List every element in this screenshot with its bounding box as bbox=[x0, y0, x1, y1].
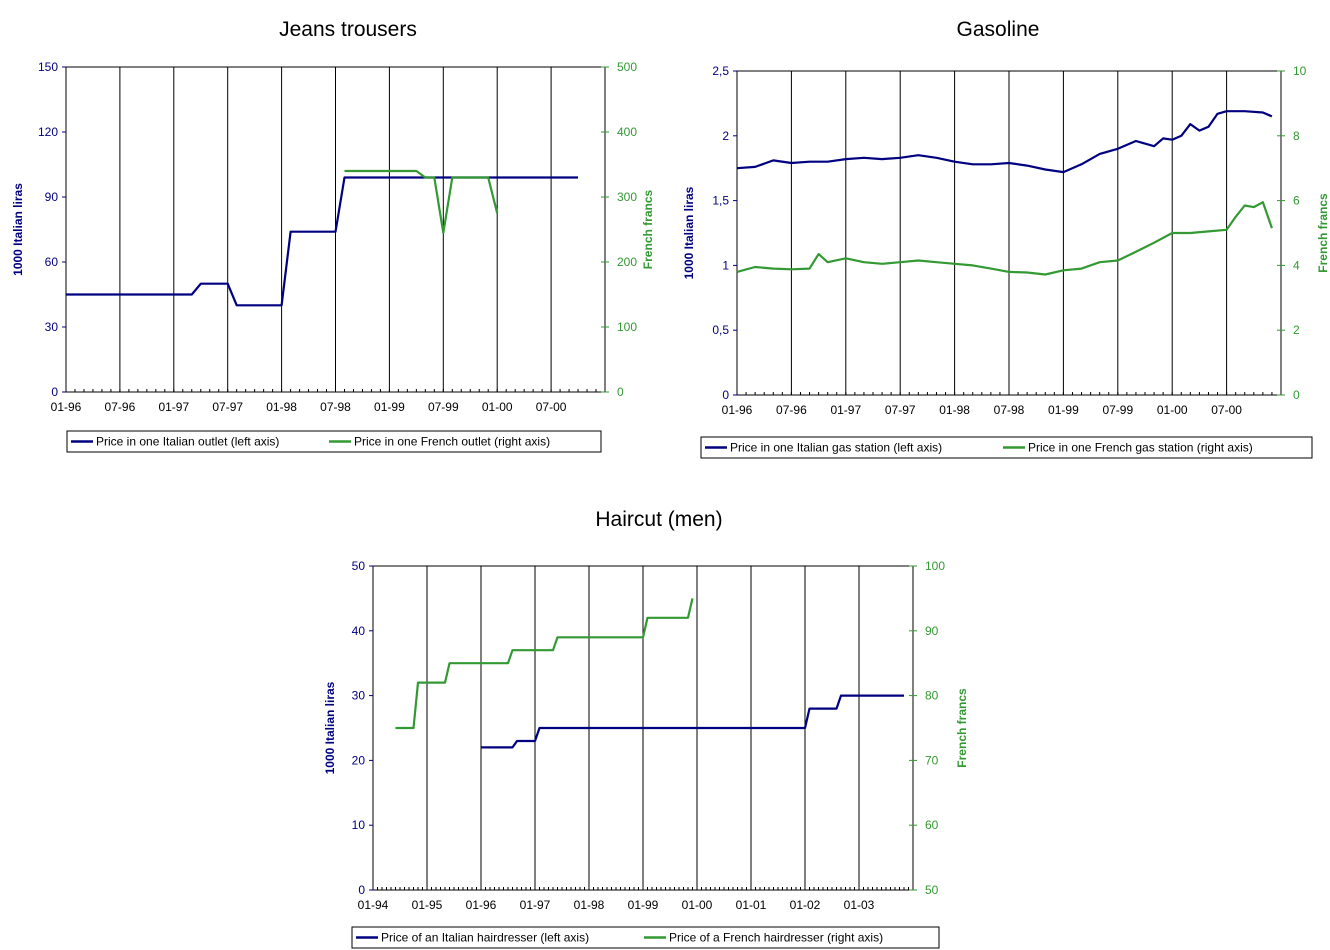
chart-title: Jeans trousers bbox=[279, 18, 417, 41]
y-tick-label: 150 bbox=[38, 60, 58, 74]
y2-tick-label: 100 bbox=[617, 320, 637, 334]
legend-label: Price of a French hairdresser (right axi… bbox=[669, 931, 883, 945]
y2-tick-label: 90 bbox=[925, 624, 939, 638]
chart-title: Haircut (men) bbox=[595, 508, 722, 531]
y2-tick-label: 0 bbox=[617, 385, 624, 399]
y-tick-label: 1 bbox=[722, 258, 729, 272]
y-tick-label: 0,5 bbox=[712, 323, 729, 337]
y2-tick-label: 400 bbox=[617, 125, 637, 139]
y-tick-label: 40 bbox=[352, 624, 366, 638]
x-tick-label: 07-98 bbox=[320, 400, 351, 414]
y-tick-label: 10 bbox=[352, 818, 366, 832]
x-tick-label: 01-00 bbox=[1157, 403, 1188, 417]
series-line-italy bbox=[66, 176, 578, 307]
legend-label: Price in one French outlet (right axis) bbox=[354, 435, 550, 449]
series-line-france bbox=[344, 169, 499, 234]
y2-tick-label: 200 bbox=[617, 255, 637, 269]
chart-0: Jeans trousers 01-96 07-96 01-97 07-97 01-98 0… bbox=[11, 18, 655, 453]
y2-tick-label: 4 bbox=[1293, 258, 1300, 272]
y-tick-label: 0 bbox=[722, 388, 729, 402]
y2-tick-label: 6 bbox=[1293, 194, 1300, 208]
x-tick-label: 01-97 bbox=[158, 400, 189, 414]
x-tick-label: 07-00 bbox=[536, 400, 567, 414]
x-tick-label: 01-02 bbox=[790, 898, 821, 912]
x-tick-label: 01-99 bbox=[628, 898, 659, 912]
legend-label: Price in one Italian outlet (left axis) bbox=[96, 435, 279, 449]
y-axis-label: 1000 Italian liras bbox=[682, 186, 696, 279]
y2-axis-label: French francs bbox=[955, 688, 969, 768]
y-tick-label: 90 bbox=[45, 190, 59, 204]
legend-label: Price of an Italian hairdresser (left ax… bbox=[381, 931, 589, 945]
y2-tick-label: 10 bbox=[1293, 64, 1307, 78]
x-tick-label: 01-98 bbox=[266, 400, 297, 414]
series-line-italy bbox=[736, 110, 1273, 174]
series-line-france bbox=[395, 598, 694, 730]
y2-tick-label: 60 bbox=[925, 818, 939, 832]
x-tick-label: 01-00 bbox=[482, 400, 513, 414]
y-tick-label: 60 bbox=[45, 255, 59, 269]
y2-tick-label: 2 bbox=[1293, 323, 1300, 337]
y2-tick-label: 80 bbox=[925, 689, 939, 703]
chart-2: Haircut (men)01-94 01-95 01-96 01-97 01-98 01… bbox=[323, 508, 969, 949]
y-axis-label: 1000 Italian liras bbox=[11, 183, 25, 276]
y2-axis-label: French francs bbox=[1316, 193, 1330, 273]
x-tick-label: 01-94 bbox=[358, 898, 389, 912]
y-tick-label: 20 bbox=[352, 753, 366, 767]
x-tick-label: 01-98 bbox=[574, 898, 605, 912]
x-tick-label: 01-97 bbox=[830, 403, 861, 417]
y2-axis-label: French francs bbox=[641, 189, 655, 269]
x-tick-label: 07-97 bbox=[212, 400, 243, 414]
x-tick-label: 07-99 bbox=[1102, 403, 1133, 417]
x-tick-label: 01-98 bbox=[939, 403, 970, 417]
y2-tick-label: 0 bbox=[1293, 388, 1300, 402]
y2-tick-label: 8 bbox=[1293, 129, 1300, 143]
y-tick-label: 2 bbox=[722, 129, 729, 143]
x-tick-label: 01-96 bbox=[466, 898, 497, 912]
x-tick-label: 07-96 bbox=[105, 400, 136, 414]
y2-tick-label: 50 bbox=[925, 883, 939, 897]
y-tick-label: 0 bbox=[358, 883, 365, 897]
x-tick-label: 01-00 bbox=[682, 898, 713, 912]
x-tick-label: 07-96 bbox=[776, 403, 807, 417]
x-tick-label: 07-00 bbox=[1211, 403, 1242, 417]
legend-label: Price in one French gas station (right a… bbox=[1028, 441, 1253, 455]
y-tick-label: 30 bbox=[352, 689, 366, 703]
y2-tick-label: 100 bbox=[925, 559, 945, 573]
x-tick-label: 01-96 bbox=[51, 400, 82, 414]
x-tick-label: 07-98 bbox=[994, 403, 1025, 417]
y-tick-label: 50 bbox=[352, 559, 366, 573]
x-tick-label: 07-97 bbox=[885, 403, 916, 417]
chart-title: Gasoline bbox=[957, 18, 1040, 41]
series-line-italy bbox=[481, 694, 904, 749]
y-axis-label: 1000 Italian liras bbox=[323, 681, 337, 774]
y2-tick-label: 300 bbox=[617, 190, 637, 204]
x-tick-label: 01-97 bbox=[520, 898, 551, 912]
y2-tick-label: 70 bbox=[925, 753, 939, 767]
x-tick-label: 01-01 bbox=[736, 898, 767, 912]
y-tick-label: 30 bbox=[45, 320, 59, 334]
y-tick-label: 0 bbox=[51, 385, 58, 399]
y-tick-label: 2,5 bbox=[712, 64, 729, 78]
x-tick-label: 01-99 bbox=[374, 400, 405, 414]
x-tick-label: 01-99 bbox=[1048, 403, 1079, 417]
series-line-france bbox=[736, 201, 1273, 276]
x-tick-label: 01-03 bbox=[844, 898, 875, 912]
x-tick-label: 01-95 bbox=[412, 898, 443, 912]
x-tick-label: 01-96 bbox=[722, 403, 753, 417]
y2-tick-label: 500 bbox=[617, 60, 637, 74]
y-tick-label: 120 bbox=[38, 125, 58, 139]
y-tick-label: 1,5 bbox=[712, 194, 729, 208]
x-tick-label: 07-99 bbox=[428, 400, 459, 414]
legend-label: Price in one Italian gas station (left a… bbox=[730, 441, 942, 455]
